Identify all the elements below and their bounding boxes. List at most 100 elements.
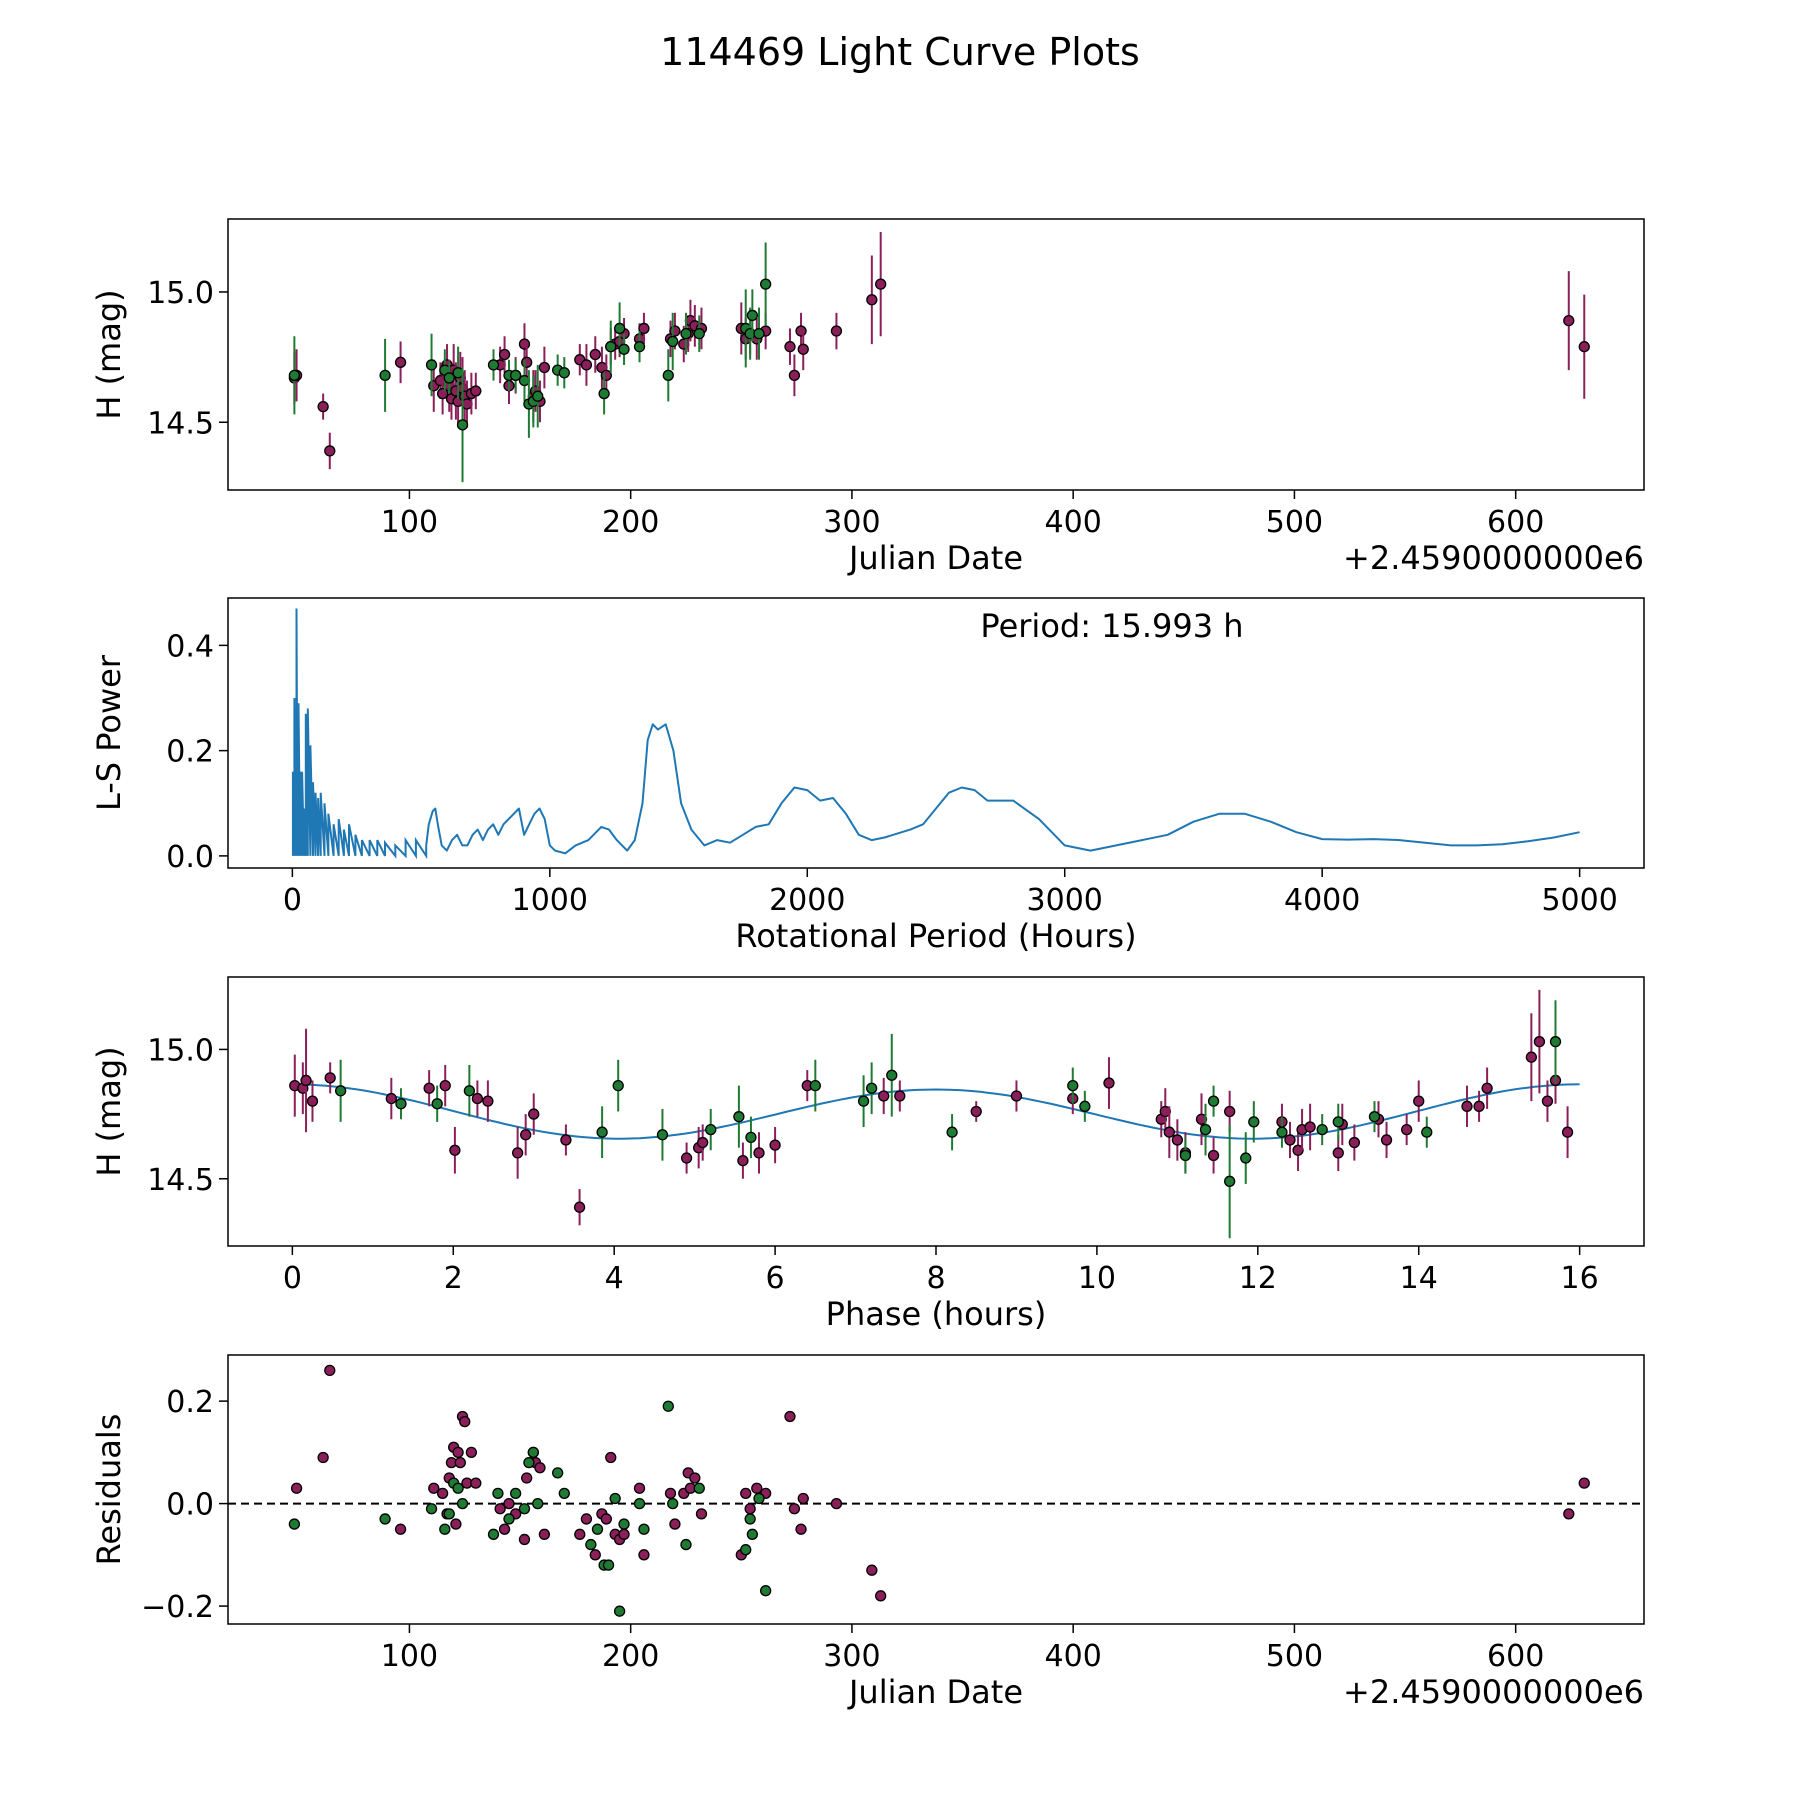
magenta-point bbox=[471, 1092, 484, 1105]
green-point bbox=[532, 390, 544, 402]
magenta-point bbox=[459, 1415, 471, 1428]
magenta-point bbox=[753, 1147, 765, 1159]
phasefold-data bbox=[289, 989, 1580, 1239]
green-point bbox=[288, 369, 301, 381]
axes-frame bbox=[227, 218, 1645, 491]
green-point bbox=[1179, 1149, 1192, 1162]
magenta-point bbox=[744, 1503, 756, 1515]
green-point bbox=[746, 1528, 759, 1540]
magenta-point bbox=[498, 1523, 511, 1535]
x-tick-label: 4 bbox=[605, 1261, 624, 1296]
magenta-point bbox=[423, 1082, 435, 1094]
magenta-point bbox=[452, 1446, 464, 1459]
magenta-point bbox=[574, 1528, 586, 1540]
green-point bbox=[379, 369, 391, 381]
x-tick-label: 300 bbox=[823, 505, 880, 540]
green-point bbox=[1332, 1116, 1344, 1128]
magenta-point bbox=[494, 1503, 506, 1515]
magenta-point bbox=[875, 1590, 887, 1602]
green-point bbox=[618, 343, 630, 355]
y-tick-label: 15.0 bbox=[147, 1033, 214, 1068]
x-tick-label: 10 bbox=[1078, 1261, 1116, 1296]
periodogram-spikes bbox=[291, 608, 428, 860]
magenta-point bbox=[769, 1139, 781, 1151]
green-point bbox=[1067, 1079, 1079, 1092]
magenta-point bbox=[795, 1523, 807, 1535]
magenta-point bbox=[538, 361, 551, 374]
magenta-point bbox=[1525, 1051, 1538, 1063]
magenta-point bbox=[589, 348, 601, 361]
magenta-point bbox=[534, 1462, 546, 1474]
green-point bbox=[605, 341, 617, 353]
green-point bbox=[633, 341, 646, 353]
green-point bbox=[662, 1400, 674, 1412]
green-point bbox=[591, 1523, 604, 1535]
green-point bbox=[886, 1069, 898, 1081]
green-point bbox=[733, 1111, 745, 1123]
magenta-point bbox=[394, 356, 407, 368]
magenta-point bbox=[1207, 1149, 1220, 1162]
magenta-point bbox=[324, 445, 336, 457]
magenta-point bbox=[797, 343, 809, 355]
magenta-series bbox=[290, 1364, 1590, 1602]
magenta-point bbox=[669, 1518, 681, 1530]
magenta-point bbox=[394, 1523, 407, 1535]
magenta-point bbox=[454, 1456, 466, 1469]
magenta-point bbox=[875, 278, 887, 290]
x-tick-label: 500 bbox=[1266, 505, 1323, 540]
green-point bbox=[518, 1503, 531, 1515]
magenta-point bbox=[1473, 1100, 1485, 1112]
magenta-point bbox=[450, 1518, 462, 1530]
x-tick-label: 300 bbox=[823, 1639, 880, 1674]
y-tick-label: 0.0 bbox=[166, 840, 214, 875]
green-point bbox=[443, 1508, 455, 1520]
magenta-point bbox=[1461, 1100, 1473, 1112]
magenta-point bbox=[317, 1451, 329, 1464]
green-point bbox=[613, 1605, 626, 1617]
green-series bbox=[288, 242, 772, 483]
axes-frame bbox=[227, 976, 1645, 1247]
x-tick-label: 600 bbox=[1487, 505, 1544, 540]
magenta-point bbox=[1380, 1134, 1393, 1146]
magenta-point bbox=[436, 1487, 449, 1499]
y-tick-label: 0.4 bbox=[166, 629, 214, 664]
green-point bbox=[638, 1523, 650, 1535]
x-tick-label: 200 bbox=[602, 1639, 659, 1674]
x-axis-label: Julian Date bbox=[847, 1673, 1023, 1711]
magenta-point bbox=[521, 1472, 533, 1484]
y-axis-label: Residuals bbox=[90, 1414, 128, 1566]
magenta-point bbox=[1348, 1136, 1361, 1149]
magenta-point bbox=[788, 1503, 801, 1515]
x-tick-label: 12 bbox=[1239, 1261, 1277, 1296]
green-point bbox=[598, 387, 610, 400]
green-point bbox=[288, 1518, 301, 1530]
magenta-point bbox=[751, 1482, 763, 1494]
x-tick-label: 2000 bbox=[769, 883, 845, 918]
x-tick-label: 100 bbox=[381, 505, 438, 540]
y-tick-label: 15.0 bbox=[147, 276, 214, 311]
x-tick-label: 8 bbox=[926, 1261, 945, 1296]
green-point bbox=[439, 1523, 451, 1535]
residuals-panel: 100 200 300 400 500 600 −0.2 0.0 0.2 Julian Date R… bbox=[90, 1354, 1645, 1711]
green-point bbox=[1079, 1100, 1091, 1112]
lightcurve-data bbox=[288, 232, 1590, 483]
green-point bbox=[487, 1528, 500, 1540]
magenta-point bbox=[737, 1154, 749, 1167]
magenta-series bbox=[289, 989, 1574, 1226]
magenta-point bbox=[511, 1147, 524, 1159]
green-point bbox=[618, 1518, 630, 1530]
magenta-point bbox=[317, 400, 329, 413]
magenta-point bbox=[788, 369, 801, 381]
magenta-point bbox=[521, 356, 533, 368]
periodogram-line bbox=[425, 723, 1580, 855]
periodogram-data bbox=[291, 608, 1580, 860]
y-tick-label: −0.2 bbox=[141, 1590, 214, 1625]
magenta-point bbox=[436, 387, 449, 400]
period-annotation: Period: 15.993 h bbox=[980, 607, 1243, 645]
magenta-point bbox=[589, 1549, 601, 1561]
magenta-point bbox=[600, 1513, 612, 1525]
magenta-point bbox=[498, 348, 511, 361]
magenta-point bbox=[1284, 1134, 1296, 1146]
green-point bbox=[609, 1492, 621, 1505]
